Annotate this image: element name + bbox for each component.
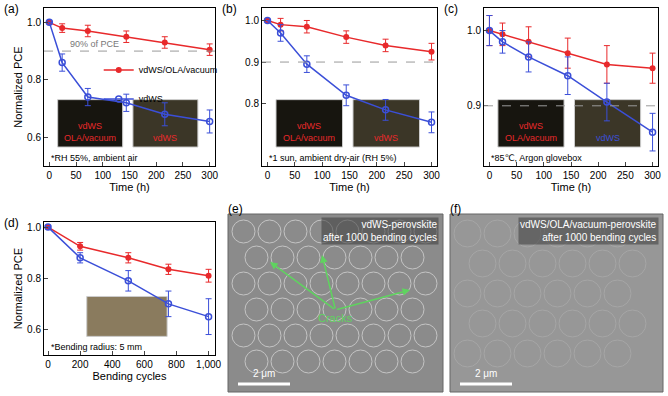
- svg-text:100: 100: [94, 170, 111, 181]
- svg-text:0.6: 0.6: [27, 324, 41, 335]
- svg-text:vdWS: vdWS: [596, 133, 620, 143]
- svg-text:0.9: 0.9: [467, 100, 481, 111]
- svg-text:Normalized PCE: Normalized PCE: [12, 46, 24, 127]
- svg-text:50: 50: [511, 170, 523, 181]
- svg-text:Time (h): Time (h): [551, 181, 592, 193]
- svg-text:vdWS: vdWS: [153, 133, 177, 143]
- svg-text:Normalized PCE: Normalized PCE: [12, 248, 24, 329]
- svg-text:250: 250: [617, 170, 634, 181]
- svg-text:2 μm: 2 μm: [253, 368, 275, 379]
- svg-text:vdWSOLA/vacuum: vdWSOLA/vacuum: [64, 121, 116, 143]
- svg-text:300: 300: [201, 170, 218, 181]
- svg-text:Bending cycles: Bending cycles: [93, 370, 167, 382]
- svg-text:0.9: 0.9: [245, 57, 259, 68]
- svg-text:(e): (e): [228, 202, 243, 216]
- svg-text:0: 0: [487, 170, 493, 181]
- svg-text:0.8: 0.8: [27, 74, 41, 85]
- svg-text:(c): (c): [444, 2, 458, 16]
- svg-text:150: 150: [563, 170, 580, 181]
- svg-text:vdWSOLA/vacuum: vdWSOLA/vacuum: [505, 121, 557, 143]
- svg-text:150: 150: [341, 170, 358, 181]
- svg-text:2 μm: 2 μm: [475, 368, 497, 379]
- svg-text:1,000: 1,000: [196, 359, 221, 370]
- svg-text:vdWS/OLA/vacuum: vdWS/OLA/vacuum: [139, 65, 218, 75]
- svg-text:100: 100: [314, 170, 331, 181]
- svg-text:1.0: 1.0: [245, 15, 259, 26]
- svg-text:300: 300: [423, 170, 440, 181]
- svg-text:Cracks: Cracks: [318, 312, 353, 324]
- svg-text:200: 200: [148, 170, 165, 181]
- svg-text:*1 sun, ambient dry-air (RH 5%: *1 sun, ambient dry-air (RH 5%): [269, 153, 397, 163]
- svg-text:600: 600: [136, 359, 153, 370]
- svg-text:250: 250: [396, 170, 413, 181]
- svg-text:*85℃, Argon glovebox: *85℃, Argon glovebox: [491, 153, 582, 163]
- svg-text:1.0: 1.0: [467, 25, 481, 36]
- svg-text:*RH 55%, ambient air: *RH 55%, ambient air: [51, 153, 138, 163]
- svg-text:0.6: 0.6: [27, 132, 41, 143]
- svg-text:(b): (b): [222, 2, 237, 16]
- svg-text:vdWSOLA/vacuum: vdWSOLA/vacuum: [283, 121, 335, 143]
- svg-text:*Bending radius: 5 mm: *Bending radius: 5 mm: [51, 342, 142, 352]
- svg-text:150: 150: [121, 170, 138, 181]
- svg-text:50: 50: [289, 170, 301, 181]
- svg-text:300: 300: [644, 170, 661, 181]
- svg-text:vdWS: vdWS: [374, 133, 398, 143]
- svg-text:400: 400: [104, 359, 121, 370]
- svg-text:(a): (a): [4, 2, 19, 16]
- svg-text:200: 200: [72, 359, 89, 370]
- svg-text:Time (h): Time (h): [109, 181, 150, 193]
- svg-text:1.0: 1.0: [27, 222, 41, 233]
- svg-text:50: 50: [70, 170, 82, 181]
- svg-text:800: 800: [168, 359, 185, 370]
- svg-text:vdWS: vdWS: [139, 94, 163, 104]
- svg-text:0.8: 0.8: [27, 273, 41, 284]
- svg-text:200: 200: [590, 170, 607, 181]
- svg-text:(d): (d): [4, 216, 19, 230]
- svg-text:200: 200: [368, 170, 385, 181]
- svg-text:vdWS/OLA/vacuum-perovskiteafte: vdWS/OLA/vacuum-perovskiteafter 1000 ben…: [520, 219, 657, 243]
- svg-text:(f): (f): [450, 202, 461, 216]
- svg-text:vdWS-perovskiteafter 1000 bend: vdWS-perovskiteafter 1000 bending cycles: [323, 219, 437, 243]
- svg-text:Time (h): Time (h): [329, 181, 370, 193]
- svg-text:0: 0: [47, 170, 53, 181]
- svg-text:0: 0: [45, 359, 51, 370]
- svg-text:100: 100: [535, 170, 552, 181]
- svg-text:1.0: 1.0: [27, 17, 41, 28]
- svg-text:0: 0: [265, 170, 271, 181]
- svg-text:250: 250: [175, 170, 192, 181]
- svg-text:90% of PCE: 90% of PCE: [70, 39, 119, 49]
- svg-text:0.8: 0.8: [245, 98, 259, 109]
